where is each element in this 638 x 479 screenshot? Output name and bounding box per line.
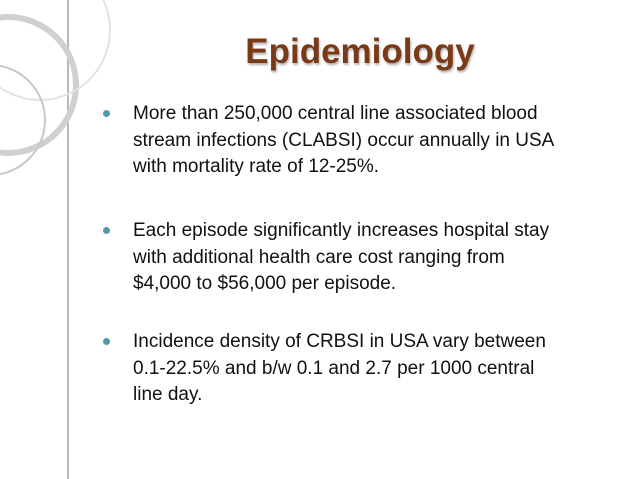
bullet-item: Each episode significantly increases hos… (100, 218, 620, 298)
bullet-text: 0.1-22.5% and b/w 0.1 and 2.7 per 1000 c… (133, 357, 535, 379)
bullet-text: $4,000 to $56,000 per episode. (133, 273, 397, 294)
ring (0, 64, 46, 176)
bullet-marker (103, 338, 110, 345)
bullet-marker (103, 227, 110, 234)
bullet-text: More than 250,000 central line associate… (133, 103, 538, 124)
bullet-text: with additional health care cost ranging… (133, 246, 505, 268)
bullet-text: Incidence density of CRBSI in USA vary b… (133, 331, 546, 352)
bullet-text: Each episode significantly increases hos… (133, 220, 550, 241)
bullet-marker (103, 110, 110, 117)
ring (0, 0, 111, 101)
ring (0, 14, 79, 156)
bullet-text: with mortality rate of 12-25%. (133, 156, 380, 177)
bullet-item: Incidence density of CRBSI in USA vary b… (100, 329, 620, 409)
bullet-text: line day. (133, 384, 203, 405)
bullet-text: stream infections (CLABSI) occur annuall… (133, 129, 555, 151)
bullet-item: More than 250,000 central line associate… (100, 101, 620, 181)
slide-title: Epidemiology (245, 32, 475, 71)
